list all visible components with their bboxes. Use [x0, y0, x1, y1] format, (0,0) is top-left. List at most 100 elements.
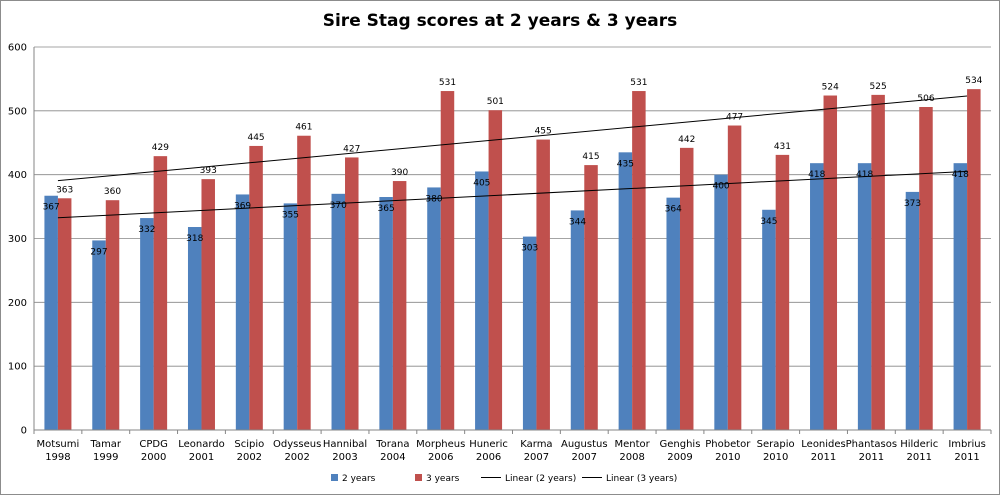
bar-3-years-imbrius	[967, 89, 981, 430]
legend-swatch-3-years	[415, 474, 422, 481]
data-label-2-years-huneric: 405	[473, 178, 490, 188]
x-tick-label-year-phantasos: 2011	[859, 452, 884, 463]
bar-2-years-karma	[522, 236, 537, 430]
x-tick-label-hannibal: Hannibal	[323, 439, 367, 450]
y-tick-label-400: 400	[8, 170, 27, 181]
data-label-2-years-morpheus: 380	[425, 194, 442, 204]
bar-3-years-serapio	[775, 154, 790, 430]
bar-2-years-serapio	[762, 209, 776, 430]
bar-3-years-leonides	[823, 95, 838, 430]
y-tick-label-200: 200	[8, 298, 27, 309]
legend-label-linear-2-years: Linear (2 years)	[505, 474, 576, 484]
data-label-3-years-huneric: 501	[487, 97, 504, 107]
x-tick-label-mentor: Mentor	[614, 439, 650, 450]
x-tick-label-year-hannibal: 2003	[332, 452, 357, 463]
x-tick-label-year-genghis: 2009	[667, 452, 692, 463]
bar-2-years-phobetor	[714, 174, 728, 430]
data-label-2-years-phantasos: 418	[856, 170, 873, 180]
data-label-3-years-hilderic: 506	[917, 94, 934, 104]
data-label-2-years-leonardo: 318	[186, 234, 203, 244]
x-tick-label-motsumi: Motsumi	[37, 439, 80, 450]
x-tick-label-serapio: Serapio	[757, 439, 795, 450]
bar-3-years-mentor	[632, 91, 646, 431]
bar-3-years-odysseus	[297, 135, 311, 430]
data-label-2-years-odysseus: 355	[282, 210, 299, 220]
bar-2-years-torana	[379, 197, 393, 430]
data-label-3-years-motsumi: 363	[56, 185, 73, 195]
data-labels: 367 297 332 318 369 355 370 365 380 405 303 344 435 3…	[43, 76, 983, 257]
data-label-2-years-scipio: 369	[234, 201, 251, 211]
data-label-3-years-morpheus: 531	[439, 78, 456, 88]
data-label-3-years-cpdg: 429	[152, 143, 169, 153]
data-label-2-years-karma: 303	[521, 244, 538, 254]
legend-label-linear-3-years: Linear (3 years)	[606, 474, 677, 484]
bar-2-years-imbrius	[953, 163, 968, 430]
y-tick-label-500: 500	[8, 106, 27, 117]
x-tick-label-year-huneric: 2006	[476, 452, 501, 463]
bar-3-years-morpheus	[440, 91, 455, 431]
legend-label-3-years: 3 years	[426, 474, 460, 484]
x-tick-label-year-phobetor: 2010	[715, 452, 740, 463]
trendline-linear-3-years	[57, 95, 968, 182]
x-tick-label-phobetor: Phobetor	[705, 439, 751, 450]
data-label-3-years-hannibal: 427	[343, 144, 360, 154]
x-tick-label-year-mentor: 2008	[619, 452, 644, 463]
bar-3-years-karma	[536, 139, 550, 430]
bar-3-years-torana	[392, 181, 407, 430]
bar-2-years-huneric	[475, 171, 489, 430]
gridlines	[34, 46, 991, 431]
x-tick-label-year-scipio: 2002	[237, 452, 262, 463]
bar-2-years-cpdg	[140, 218, 154, 430]
bar-2-years-hilderic	[905, 191, 920, 430]
x-tick-label-phantasos: Phantasos	[846, 439, 897, 450]
x-tick-label-year-morpheus: 2006	[428, 452, 453, 463]
x-tick-label-leonides: Leonides	[801, 439, 846, 450]
x-tick-label-morpheus: Morpheus	[416, 439, 465, 450]
bar-3-years-hilderic	[919, 107, 933, 431]
x-tick-label-huneric: Huneric	[469, 439, 508, 450]
x-tick-label-hilderic: Hilderic	[900, 439, 938, 450]
data-label-3-years-augustus: 415	[582, 152, 599, 162]
bar-3-years-phobetor	[727, 125, 742, 430]
data-label-2-years-phobetor: 400	[712, 182, 729, 192]
x-tick-label-year-odysseus: 2002	[284, 452, 309, 463]
data-label-3-years-odysseus: 461	[295, 123, 312, 133]
bar-3-years-leonardo	[201, 179, 215, 430]
bar-3-years-phantasos	[871, 94, 885, 430]
data-label-3-years-torana: 390	[391, 168, 408, 178]
data-label-3-years-serapio: 431	[774, 142, 791, 152]
x-tick-label-karma: Karma	[520, 439, 552, 450]
bar-3-years-huneric	[488, 110, 503, 430]
x-tick-label-augustus: Augustus	[561, 439, 608, 450]
data-label-3-years-phobetor: 477	[726, 113, 743, 123]
bar-2-years-mentor	[618, 152, 633, 430]
data-label-2-years-cpdg: 332	[138, 225, 155, 235]
x-tick-label-year-augustus: 2007	[572, 452, 597, 463]
data-label-2-years-imbrius: 418	[952, 170, 969, 180]
data-label-2-years-hilderic: 373	[904, 199, 921, 209]
x-tick-label-year-imbrius: 2011	[954, 452, 979, 463]
bar-2-years-morpheus	[427, 187, 441, 430]
bar-3-years-tamar	[105, 200, 120, 430]
x-axis: Motsumi 1998 Tamar 1999 CPDG 2000 Leonardo 2001…	[33, 429, 992, 463]
data-label-2-years-torana: 365	[378, 204, 395, 214]
data-label-2-years-leonides: 418	[808, 170, 825, 180]
data-label-3-years-karma: 455	[535, 127, 552, 137]
data-label-3-years-leonides: 524	[822, 83, 839, 93]
x-tick-label-year-tamar: 1999	[93, 452, 118, 463]
data-label-2-years-serapio: 345	[760, 217, 777, 227]
x-tick-label-cpdg: CPDG	[139, 439, 167, 450]
bar-2-years-scipio	[235, 194, 250, 430]
x-tick-label-imbrius: Imbrius	[948, 439, 985, 450]
bar-2-years-leonardo	[187, 227, 202, 430]
bar-2-years-genghis	[666, 197, 680, 430]
y-tick-label-600: 600	[8, 43, 27, 54]
data-label-3-years-tamar: 360	[104, 187, 121, 197]
x-tick-label-year-torana: 2004	[380, 452, 405, 463]
data-label-2-years-augustus: 344	[569, 217, 586, 227]
data-label-3-years-genghis: 442	[678, 135, 695, 145]
y-axis: 0 100 200 300 400 500 600	[8, 43, 35, 437]
data-label-3-years-scipio: 445	[247, 133, 264, 143]
bar-2-years-odysseus	[283, 203, 298, 430]
